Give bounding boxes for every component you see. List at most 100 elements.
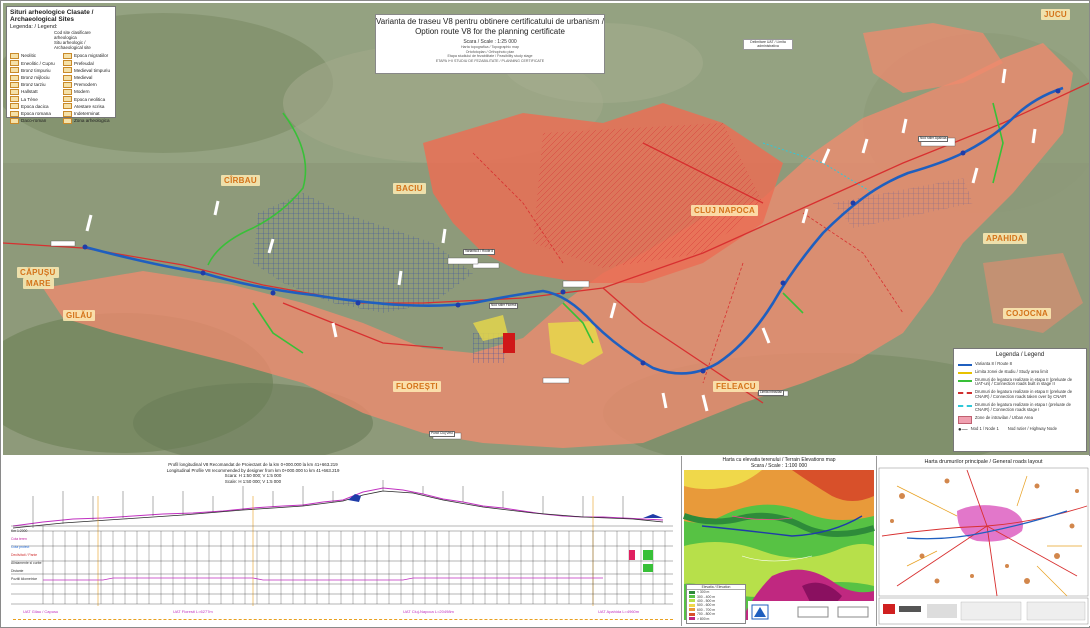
arch-item: Atestare scrisa [63, 103, 112, 110]
arch-item: Epoca romana [10, 110, 59, 117]
profile-row-label: Pozitii kilometrice [11, 577, 38, 581]
elevation-legend-row: 500 - 600 m [687, 603, 745, 607]
arch-symbol-icon [10, 110, 19, 117]
route-v8[interactable] [84, 86, 1064, 375]
title-note: Ortofotoplan / Orthophoto plan [465, 49, 515, 54]
elevation-legend-row: 700 - 800 m [687, 612, 745, 616]
map-legend-row: Zone de intravilan / Urban Area [958, 415, 1082, 424]
km-labels [85, 68, 1037, 412]
arch-item: Bronz tarziu [10, 81, 59, 88]
logos-strip [748, 601, 874, 623]
elevation-legend-row: 600 - 700 m [687, 608, 745, 612]
map-legend-row: ●— Nod 1 / Node 1 Nod rutier / Highway Nod… [958, 425, 1057, 433]
profile-drawing [11, 480, 673, 606]
profile-row-label: Km 1:2000 [11, 529, 28, 533]
arch-item: Neolitic [10, 53, 59, 60]
arch-symbol-icon [63, 89, 72, 96]
swatch-icon [689, 612, 695, 616]
town-label-cojocna: COJOCNA [1003, 308, 1052, 319]
arch-item: Indeterminat [63, 110, 112, 117]
profile-title-line: Profil longitudinal V8 Recomandat de Pro… [168, 462, 338, 467]
callout-label: Nod rutier Floresti [489, 303, 519, 309]
arch-item: Premodern [63, 81, 112, 88]
arch-symbol-icon [63, 81, 72, 88]
archaeology-legend-subtitle: Legenda: / Legend: [10, 23, 58, 30]
uat-label: UAT Cluj-Napoca L=20498m [403, 609, 454, 614]
longitudinal-profile: Profil longitudinal V8 Recomandat de Pro… [3, 456, 679, 626]
title-note: Harta topografica / Topographic map [460, 45, 520, 49]
arch-item: Daco-roman [10, 117, 59, 124]
town-label-gilau: GILĂU [63, 310, 96, 321]
profile-title: Profil longitudinal V8 Recomandat de Pro… [123, 462, 383, 484]
swatch-icon [689, 603, 695, 607]
arch-item: Zona arheologica [63, 117, 112, 124]
swatch-icon [689, 617, 695, 621]
arch-item: Bronz timpuriu [10, 67, 59, 74]
town-label-jucu: JUCU [1041, 9, 1070, 20]
red-roads [3, 82, 1089, 404]
profile-title-line: Scale: H 1:50 000; V 1:5 000 [224, 478, 282, 484]
arch-symbol-icon [63, 74, 72, 81]
map-legend-title: Legenda / Legend [995, 352, 1045, 358]
arch-symbol-icon [10, 89, 19, 96]
elevation-scale-line: Scara / Scale : 1:100 000 [750, 462, 808, 469]
callout-label: Nod rutier Apahida [918, 136, 949, 142]
arch-item: Prefeudal [63, 60, 112, 67]
arch-symbol-icon [10, 103, 19, 110]
map-legend-row: Limita zonei de studiu / Study area limi… [958, 369, 1082, 375]
arch-symbol-icon [63, 67, 72, 74]
title-note: ETAPA I+II STUDIU DE FEZABILITATE / PLAN… [435, 58, 545, 63]
title-scale: Scara / Scale : 1:25 000 [463, 39, 517, 45]
map-legend-row: Drumuri de legatura realizate in etapa I… [958, 402, 1082, 413]
arch-symbol-icon [10, 74, 19, 81]
arch-symbol-icon [10, 96, 19, 103]
uat-label: UAT Apahida L=4960m [598, 609, 640, 614]
roads-map[interactable] [877, 456, 1090, 626]
title-note: Etapa studiului de fezabilitate / Feasib… [447, 54, 533, 59]
map-legend-row: Drumuri de legatura realizate in etapa I… [958, 389, 1082, 400]
arch-item: Epoca dacica [10, 103, 59, 110]
town-label-apahida: APAHIDA [983, 233, 1027, 244]
callout-label: Varianta 8 / Route 8 [463, 249, 496, 255]
swatch-icon [689, 595, 695, 599]
town-label-feleacu: FELEACU [713, 381, 759, 392]
callout-label: Punct Cluj Vest [429, 431, 455, 437]
arch-item: Medieval [63, 74, 112, 81]
cyan-road-line-icon [958, 404, 972, 407]
elevation-legend-row: < 300 m [687, 590, 745, 594]
arch-item: Medieval timpuriu [63, 67, 112, 74]
admin-limit-label: Delimitare UAT / Limita administrativa [743, 39, 793, 50]
arch-item: La Tène [10, 96, 59, 103]
study-grid-area [253, 193, 473, 313]
route-line-icon [958, 363, 972, 366]
arch-symbol-icon [10, 117, 19, 124]
uat-label: UAT Gilau / Capusu [23, 609, 59, 614]
archaeology-legend-top-2: Situ arheologic / Archaeological site [54, 40, 91, 51]
arch-item: Eneolitic / Cupru [10, 60, 59, 67]
profile-title-line: Scara: H 1:50 000; V 1:5 000 [224, 473, 282, 479]
callout-label: Limita intravilan [758, 390, 785, 396]
uat-label: UAT Floresti L=6277m [173, 609, 213, 614]
arch-item: Hallstatt [10, 88, 59, 96]
title-block: Varianta de traseu V8 pentru obtinere ce… [375, 14, 605, 74]
green-road-line-icon [958, 379, 972, 382]
arch-symbol-icon [10, 53, 19, 60]
map-legend: Legenda / Legend Varianta 8 / Route 8 Li… [953, 348, 1087, 452]
roads-map-panel: Harta drumurilor principale / General ro… [876, 456, 1090, 626]
urban-area-swatch-icon [958, 415, 972, 424]
elevation-legend-title: Elevatia / Elevation [687, 585, 745, 590]
main-map[interactable]: Situri arheologice Clasate / Archaeologi… [3, 3, 1089, 455]
profile-row-label: Cota proiect [11, 545, 30, 549]
swatch-icon [689, 590, 695, 594]
title-line-2: Option route V8 for the planning certifi… [415, 27, 565, 36]
town-label-capusu: CĂPUȘU [17, 267, 59, 278]
arch-item: Epoca migratiilor [63, 53, 112, 60]
arch-symbol-icon [63, 53, 72, 60]
archaeology-legend: Situri arheologice Clasate / Archaeologi… [6, 6, 116, 124]
arch-symbol-icon [63, 103, 72, 110]
elevation-legend-row: 300 - 400 m [687, 594, 745, 599]
arch-symbol-icon [10, 67, 19, 74]
profile-row-labels: Km 1:2000 Cota teren Cota proiect Decliv… [11, 527, 43, 583]
arch-item: Epoca neolitica [63, 96, 112, 103]
arch-symbol-icon [63, 110, 72, 117]
